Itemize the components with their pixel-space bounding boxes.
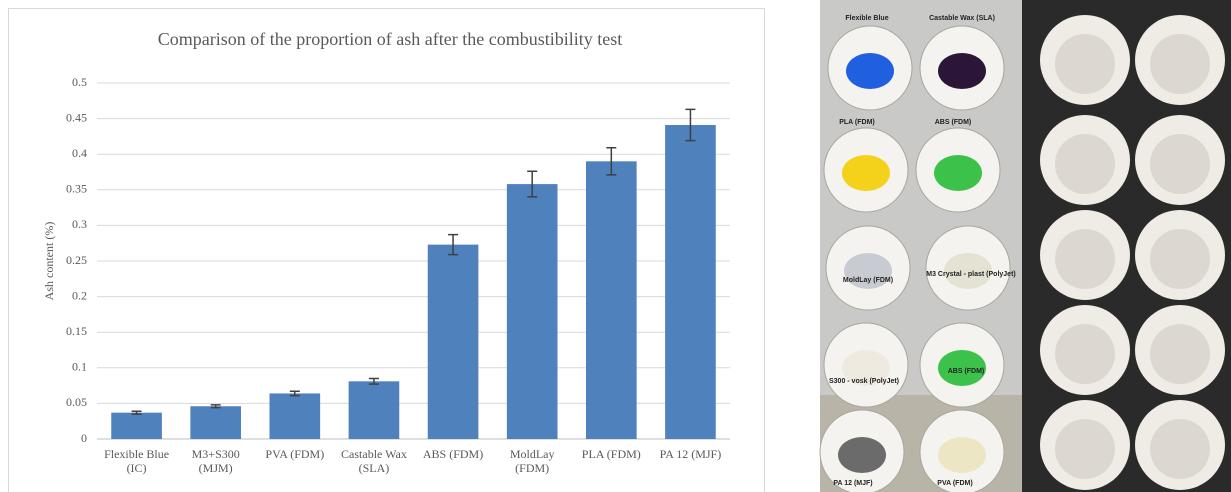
bar bbox=[269, 393, 320, 439]
y-tick-label: 0.45 bbox=[66, 110, 87, 124]
bowl-content bbox=[938, 53, 986, 89]
bar bbox=[190, 406, 241, 439]
x-tick-label: M3+S300(MJM) bbox=[192, 447, 240, 475]
photo-label: M3 Crystal - plast (PolyJet) bbox=[926, 271, 1015, 278]
cup-inner bbox=[1150, 34, 1210, 94]
bar bbox=[428, 245, 479, 439]
y-tick-label: 0.35 bbox=[66, 182, 87, 196]
photo-label: Castable Wax (SLA) bbox=[929, 15, 995, 22]
cup-inner bbox=[1150, 229, 1210, 289]
bar bbox=[665, 125, 716, 439]
figure: Comparison of the proportion of ash afte… bbox=[0, 0, 1231, 492]
cup-inner bbox=[1150, 324, 1210, 384]
bowl-content bbox=[934, 155, 982, 191]
y-tick-label: 0.15 bbox=[66, 324, 87, 338]
bar bbox=[111, 413, 162, 439]
photo-label: ABS (FDM) bbox=[948, 368, 985, 375]
photo-label: MoldLay (FDM) bbox=[843, 277, 893, 284]
cup-inner bbox=[1055, 229, 1115, 289]
chart: Comparison of the proportion of ash afte… bbox=[9, 9, 765, 492]
page: Comparison of the proportion of ash afte… bbox=[0, 0, 1231, 492]
bar bbox=[349, 381, 400, 439]
cup-inner bbox=[1055, 134, 1115, 194]
photo-label: PVA (FDM) bbox=[937, 480, 972, 487]
bowl-content bbox=[838, 437, 886, 473]
x-tick-label: PVA (FDM) bbox=[265, 447, 324, 461]
bar bbox=[586, 161, 637, 439]
bowl-content bbox=[842, 155, 890, 191]
photo-label: PLA (FDM) bbox=[839, 119, 875, 126]
chart-title: Comparison of the proportion of ash afte… bbox=[158, 29, 622, 49]
cup-inner bbox=[1150, 419, 1210, 479]
bowl-content bbox=[938, 437, 986, 473]
cup-inner bbox=[1055, 419, 1115, 479]
photo: Flexible Blue Castable Wax (SLA) PLA (FDM)… bbox=[820, 0, 1231, 492]
bar bbox=[507, 184, 558, 439]
x-tick-label: PA 12 (MJF) bbox=[660, 447, 722, 461]
cup-inner bbox=[1055, 34, 1115, 94]
photo-label: S300 - vosk (PolyJet) bbox=[829, 378, 899, 385]
y-tick-label: 0.1 bbox=[72, 360, 87, 374]
x-tick-label: PLA (FDM) bbox=[582, 447, 641, 461]
photo-label: Flexible Blue bbox=[845, 15, 888, 22]
x-tick-label: MoldLay(FDM) bbox=[510, 447, 555, 475]
y-tick-label: 0.5 bbox=[72, 75, 87, 89]
photo-label: ABS (FDM) bbox=[935, 119, 972, 126]
y-axis-label: Ash content (%) bbox=[42, 222, 56, 301]
bowl-content bbox=[846, 53, 894, 89]
y-tick-label: 0.2 bbox=[72, 288, 87, 302]
photo-label: PA 12 (MJF) bbox=[833, 480, 872, 487]
x-tick-label: ABS (FDM) bbox=[423, 447, 483, 461]
y-tick-label: 0 bbox=[81, 431, 87, 445]
y-tick-label: 0.4 bbox=[72, 146, 87, 160]
cup-inner bbox=[1150, 134, 1210, 194]
cup-inner bbox=[1055, 324, 1115, 384]
y-tick-label: 0.3 bbox=[72, 217, 87, 231]
y-tick-label: 0.25 bbox=[66, 253, 87, 267]
y-tick-label: 0.05 bbox=[66, 395, 87, 409]
